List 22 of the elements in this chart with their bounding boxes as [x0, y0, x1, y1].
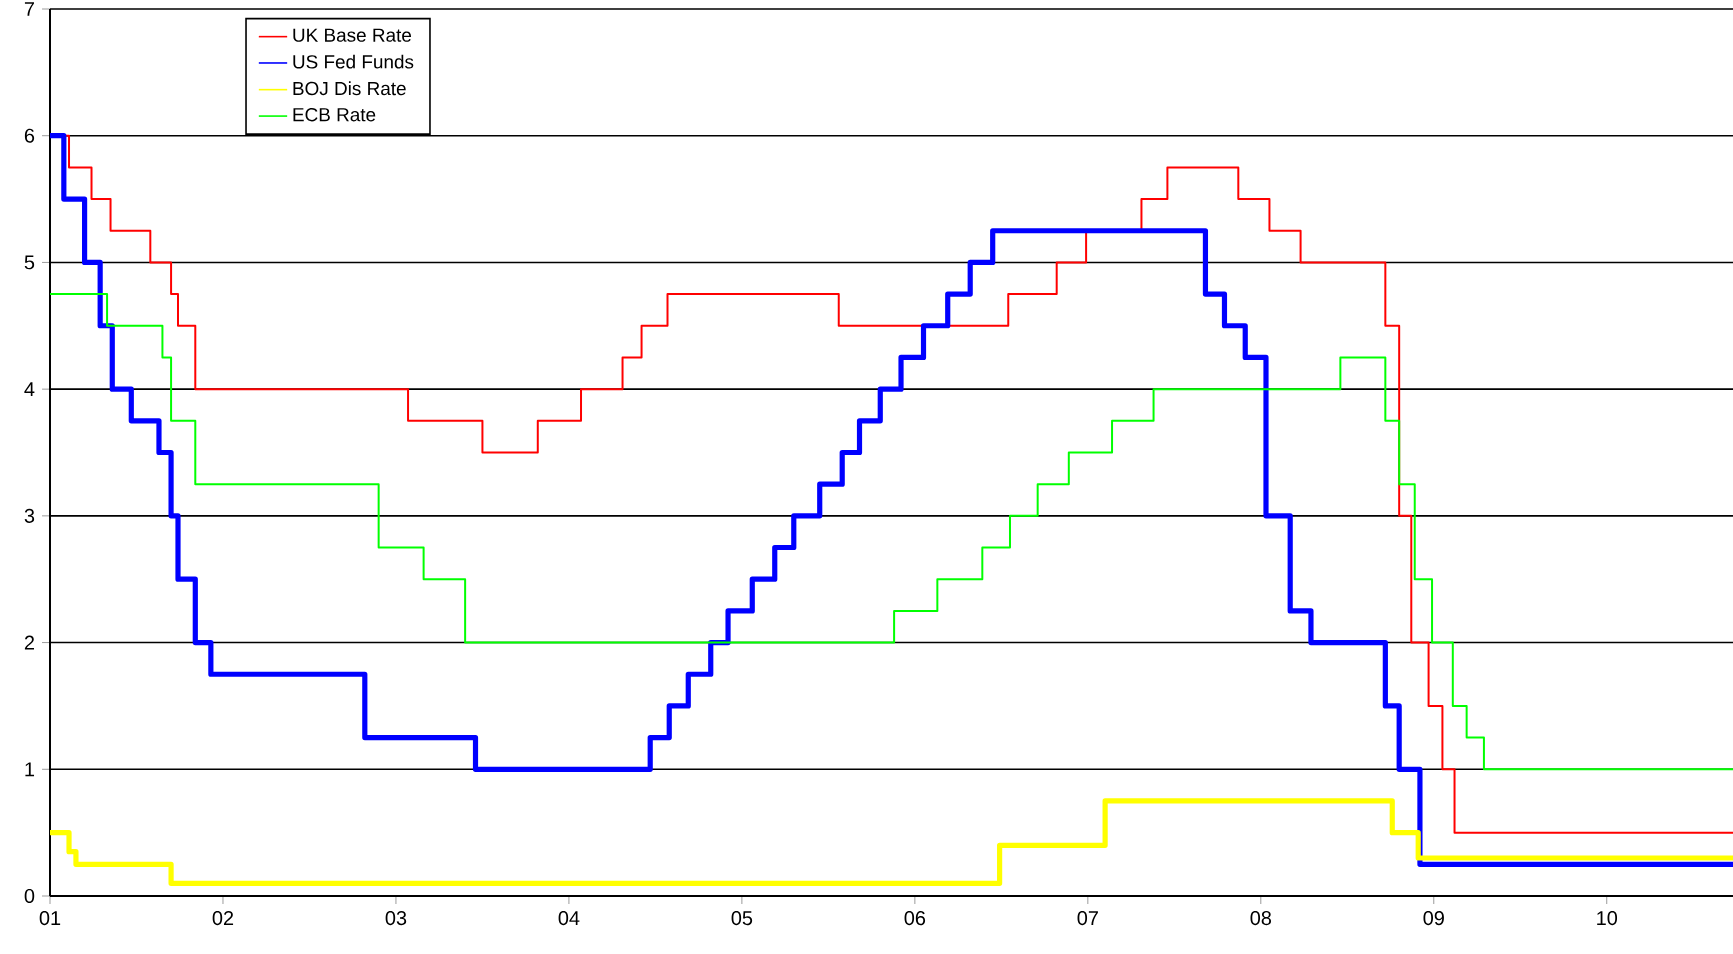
legend-label: UK Base Rate: [293, 28, 412, 42]
y-tick-label: 3: [24, 508, 35, 523]
y-tick-label: 7: [24, 2, 34, 16]
y-tick-label: 2: [24, 635, 34, 650]
y-tick-label: 4: [24, 382, 35, 396]
x-tick-label: 03: [385, 911, 407, 926]
legend-label: BOJ Dis Rate: [293, 81, 406, 96]
x-tick-label: 04: [558, 911, 580, 926]
legend-label: ECB Rate: [293, 107, 376, 122]
x-tick-label: 10: [1597, 911, 1618, 926]
x-tick-label: 05: [731, 911, 753, 926]
y-tick-label: 1: [25, 762, 35, 777]
legend-label: US Fed Funds: [293, 54, 414, 69]
x-tick-label: 09: [1423, 911, 1444, 926]
y-tick-label: 0: [24, 888, 35, 904]
y-tick-label: 5: [24, 255, 35, 270]
x-tick-label: 08: [1250, 911, 1272, 926]
x-tick-label: 02: [212, 911, 234, 926]
x-tick-label: 01: [39, 911, 61, 926]
x-tick-label: 06: [904, 911, 926, 926]
x-tick-label: 07: [1077, 911, 1098, 926]
y-tick-label: 6: [24, 128, 35, 143]
